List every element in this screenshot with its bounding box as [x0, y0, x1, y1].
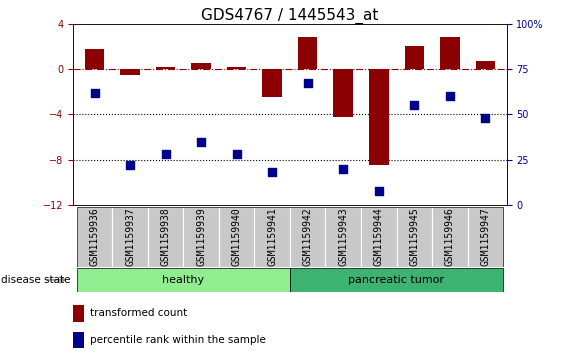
Text: GSM1159938: GSM1159938	[160, 208, 171, 266]
Point	[481, 115, 490, 121]
FancyBboxPatch shape	[396, 207, 432, 267]
Text: GSM1159941: GSM1159941	[267, 208, 277, 266]
Text: GSM1159939: GSM1159939	[196, 208, 206, 266]
Point	[410, 102, 419, 108]
FancyBboxPatch shape	[361, 207, 396, 267]
Text: transformed count: transformed count	[90, 309, 187, 318]
Text: GSM1159946: GSM1159946	[445, 208, 455, 266]
Bar	[476, 61, 495, 69]
FancyBboxPatch shape	[290, 268, 503, 292]
Text: percentile rank within the sample: percentile rank within the sample	[90, 335, 266, 345]
FancyBboxPatch shape	[254, 207, 290, 267]
Point	[126, 162, 135, 168]
Text: GSM1159947: GSM1159947	[480, 208, 490, 266]
Text: GSM1159942: GSM1159942	[303, 208, 312, 266]
Text: GSM1159945: GSM1159945	[409, 208, 419, 266]
FancyBboxPatch shape	[77, 207, 112, 267]
Point	[374, 188, 383, 193]
Bar	[120, 69, 140, 75]
Bar	[405, 46, 424, 69]
Bar	[369, 69, 388, 166]
Text: GSM1159936: GSM1159936	[90, 208, 100, 266]
Text: GSM1159937: GSM1159937	[125, 208, 135, 266]
Title: GDS4767 / 1445543_at: GDS4767 / 1445543_at	[201, 7, 379, 24]
FancyBboxPatch shape	[290, 207, 325, 267]
Bar	[440, 37, 459, 69]
Bar	[262, 69, 282, 97]
FancyBboxPatch shape	[112, 207, 148, 267]
Text: GSM1159940: GSM1159940	[231, 208, 242, 266]
Text: healthy: healthy	[162, 275, 204, 285]
Point	[339, 166, 348, 172]
FancyBboxPatch shape	[219, 207, 254, 267]
FancyBboxPatch shape	[325, 207, 361, 267]
Point	[232, 151, 241, 157]
FancyBboxPatch shape	[148, 207, 184, 267]
FancyBboxPatch shape	[184, 207, 219, 267]
Point	[90, 90, 99, 95]
FancyBboxPatch shape	[432, 207, 468, 267]
Bar	[85, 49, 104, 69]
Point	[303, 81, 312, 86]
Bar	[73, 305, 84, 322]
Bar	[156, 67, 175, 69]
Text: GSM1159943: GSM1159943	[338, 208, 348, 266]
Point	[267, 170, 276, 175]
Bar	[73, 332, 84, 348]
Bar	[227, 67, 247, 69]
FancyBboxPatch shape	[468, 207, 503, 267]
Bar	[333, 69, 353, 117]
FancyBboxPatch shape	[77, 268, 290, 292]
Bar	[298, 37, 318, 69]
Text: disease state: disease state	[1, 275, 70, 285]
Point	[445, 93, 454, 99]
Text: GSM1159944: GSM1159944	[374, 208, 384, 266]
Point	[161, 151, 170, 157]
Text: pancreatic tumor: pancreatic tumor	[348, 275, 445, 285]
Point	[196, 139, 205, 144]
Bar	[191, 63, 211, 69]
